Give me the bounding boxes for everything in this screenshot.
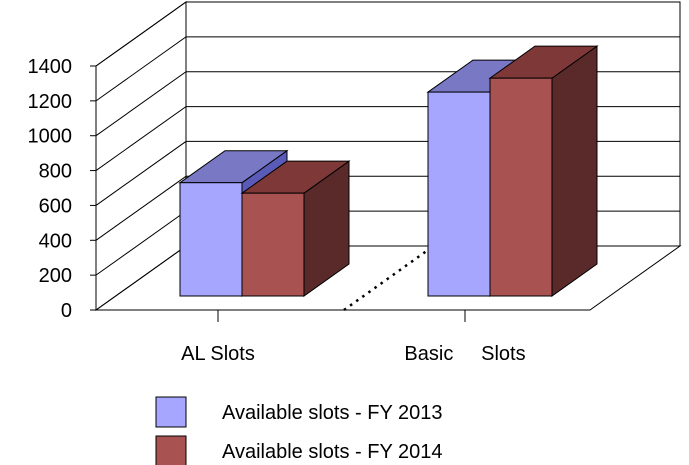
bar-side [551, 45, 598, 297]
legend: Available slots - FY 2013 Available slots… [155, 396, 443, 465]
bar-front [489, 77, 553, 297]
category-divider [343, 248, 429, 312]
bar-front [427, 91, 491, 297]
y-tick-label: 400 [39, 230, 72, 252]
y-tick-label: 0 [61, 300, 72, 322]
y-tick-label: 600 [39, 195, 72, 217]
bar-front [241, 192, 305, 297]
legend-swatch [155, 396, 187, 428]
legend-label: Available slots - FY 2014 [222, 441, 443, 463]
x-axis: AL Slots Basic Slots [181, 248, 526, 365]
y-tick-label: 200 [39, 265, 72, 287]
bar [240, 160, 351, 297]
bars [178, 45, 599, 297]
y-axis: 0 200 400 600 800 1000 1200 1400 [28, 56, 97, 322]
side-wall [95, 1, 187, 311]
legend-entry: Available slots - FY 2013 [155, 396, 443, 428]
bar [488, 45, 599, 297]
y-tick-label: 1400 [28, 56, 73, 78]
x-tick-label: Basic Slots [404, 343, 525, 365]
legend-swatch [155, 435, 187, 465]
gridline [95, 1, 680, 67]
floor [94, 245, 682, 311]
y-tick-label: 1200 [28, 91, 73, 113]
bar-front [179, 182, 243, 297]
legend-entry: Available slots - FY 2014 [155, 435, 443, 465]
y-tick-label: 1000 [28, 126, 73, 148]
gridline [95, 36, 680, 102]
x-tick-label: AL Slots [181, 343, 255, 365]
gridlines [95, 1, 680, 276]
legend-label: Available slots - FY 2013 [222, 402, 443, 424]
y-tick-label: 800 [39, 161, 72, 183]
